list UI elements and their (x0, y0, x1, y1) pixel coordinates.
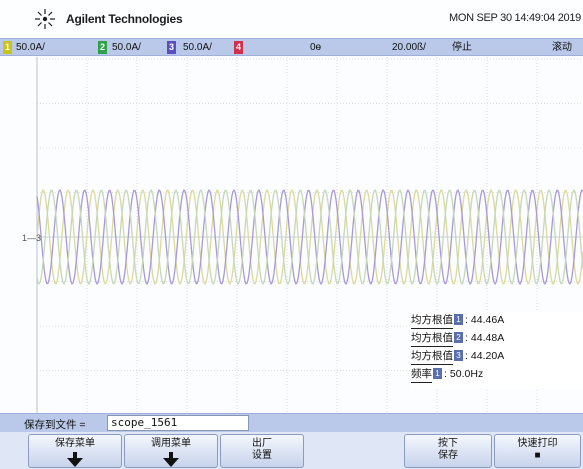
press-to-save-softkey[interactable]: 按下 保存 (404, 434, 492, 468)
filename-field[interactable]: scope_1561 (107, 415, 249, 431)
arrow-down-icon (163, 452, 179, 467)
softkey-label: 出厂 (252, 438, 272, 449)
run-state: 停止 (452, 42, 472, 53)
save-to-file-label: 保存到文件 = (24, 419, 86, 431)
measurement-row: 均方根值 3:44.20A (411, 349, 505, 365)
softkey-bar: 保存菜单 调用菜单 出厂 设置 按下 保存 快速打印 ■ (0, 432, 583, 469)
measurement-label: 均方根值 (411, 313, 453, 329)
trigger-mode: 滚动 (552, 42, 572, 53)
arrow-down-icon (67, 452, 83, 467)
measurement-label: 均方根值 (411, 331, 453, 347)
timebase-readout: 20.00ß/ (392, 42, 426, 53)
measurement-value: 44.20A (470, 350, 505, 362)
waveform-ch1 (36, 188, 583, 286)
delay-readout: 0ɵ (310, 42, 322, 53)
date-time: MON SEP 30 14:49:04 2019 (448, 12, 581, 24)
save-menu-softkey[interactable]: 保存菜单 (28, 434, 122, 468)
measurement-row: 频率 1:50.0Hz (411, 367, 484, 383)
channel-tag: 1 (454, 314, 463, 325)
measurement-value: 44.46A (470, 314, 505, 326)
status-bar: 1 50.0A/ 2 50.0A/ 3 50.0A/ 4 0ɵ 20.00ß/ … (0, 38, 583, 56)
waveform-ch2 (36, 188, 583, 286)
measurement-panel: 均方根值 1:44.46A 均方根值 2:44.48A 均方根值 3:44.20A 频… (411, 312, 583, 389)
factory-setup-softkey[interactable]: 出厂 设置 (220, 434, 304, 468)
softkey-label: 调用菜单 (151, 438, 191, 449)
softkey-label: 保存菜单 (55, 438, 95, 449)
channel-tag: 2 (454, 332, 463, 343)
channel-1-scale: 50.0A/ (16, 42, 45, 53)
measurement-row: 均方根值 2:44.48A (411, 331, 505, 347)
quick-print-softkey[interactable]: 快速打印 ■ (494, 434, 581, 468)
channel-1-badge[interactable]: 1 (3, 41, 12, 54)
channel-tag: 3 (454, 350, 463, 361)
channel-3-badge[interactable]: 3 (167, 41, 176, 54)
stop-square-icon: ■ (534, 450, 541, 461)
channel-3-scale: 50.0A/ (183, 42, 212, 53)
recall-menu-softkey[interactable]: 调用菜单 (124, 434, 218, 468)
measurement-label: 均方根值 (411, 349, 453, 365)
save-file-bar: 保存到文件 = scope_1561 (0, 413, 583, 432)
channel-tag: 1 (433, 368, 442, 379)
waveform-traces (36, 188, 583, 286)
graticule (0, 57, 583, 413)
brand-name: Agilent Technologies (66, 12, 183, 26)
channel-2-scale: 50.0A/ (112, 42, 141, 53)
softkey-label: 保存 (438, 450, 458, 461)
waveform-ch3 (36, 188, 583, 286)
agilent-spark-icon (35, 9, 55, 29)
measurement-value: 50.0Hz (449, 368, 484, 380)
measurement-label: 频率 (411, 367, 432, 383)
channel-2-badge[interactable]: 2 (98, 41, 107, 54)
softkey-label: 按下 (438, 438, 458, 449)
measurement-row: 均方根值 1:44.46A (411, 313, 505, 329)
measurement-value: 44.48A (470, 332, 505, 344)
channel-4-badge[interactable]: 4 (234, 41, 243, 54)
header-bar: Agilent Technologies MON SEP 30 14:49:04… (0, 0, 583, 38)
softkey-label: 设置 (252, 450, 272, 461)
ground-marker: 1—3 (22, 233, 41, 243)
waveform-display[interactable]: 1—3 均方根值 1:44.46A 均方根值 2:44.48A 均方根值 3:44.2… (0, 57, 583, 413)
softkey-label: 快速打印 (517, 438, 558, 449)
